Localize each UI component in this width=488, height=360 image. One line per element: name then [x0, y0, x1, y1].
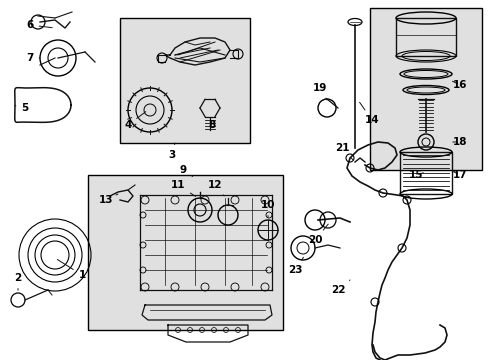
Text: 12: 12 [207, 180, 224, 196]
Text: 20: 20 [307, 224, 327, 245]
Text: 7: 7 [26, 53, 40, 63]
Text: 17: 17 [451, 170, 467, 180]
Bar [120, 18, 249, 143]
Text: 16: 16 [451, 80, 467, 90]
Bar [399, 152, 451, 194]
Bar [395, 18, 455, 56]
Text: 14: 14 [359, 102, 379, 125]
Text: 13: 13 [99, 194, 118, 205]
Text: 11: 11 [170, 180, 195, 197]
Text: 6: 6 [26, 20, 52, 30]
Text: 18: 18 [452, 137, 467, 147]
Text: 2: 2 [14, 273, 21, 290]
Text: 21: 21 [334, 143, 352, 160]
Bar [88, 175, 283, 330]
Text: 4: 4 [124, 112, 145, 130]
Text: 5: 5 [15, 103, 29, 113]
Text: 22: 22 [330, 280, 349, 295]
Text: 3: 3 [168, 143, 175, 160]
Text: 10: 10 [260, 200, 275, 217]
Text: 1: 1 [57, 260, 85, 280]
Text: 9: 9 [179, 165, 192, 176]
Bar [369, 8, 481, 170]
Text: 15: 15 [408, 170, 423, 180]
Text: 23: 23 [287, 257, 303, 275]
Text: 8: 8 [208, 120, 215, 130]
Text: 19: 19 [312, 83, 326, 100]
